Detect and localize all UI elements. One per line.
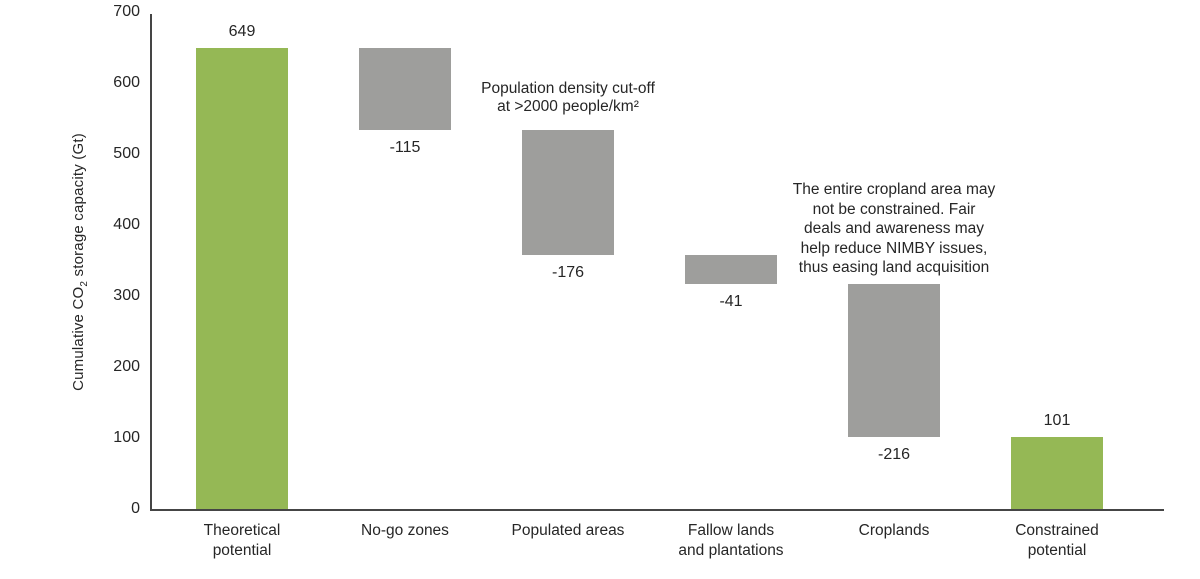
bar-no-go-zones xyxy=(359,48,451,130)
x-category-label-constrained-potential: Constrained potential xyxy=(969,521,1145,561)
annotation-line: at >2000 people/km² xyxy=(497,98,639,115)
x-category-label-line: Croplands xyxy=(858,522,930,539)
value-label-theoretical-potential: 649 xyxy=(228,23,256,41)
x-category-label-populated-areas: Populated areas xyxy=(480,521,656,541)
value-label-populated-areas: -176 xyxy=(551,263,585,281)
value-label-croplands: -216 xyxy=(877,446,911,464)
x-category-label-line: and plantations xyxy=(678,542,784,559)
y-tick-label-400: 400 xyxy=(113,216,140,233)
bar-constrained-potential xyxy=(1011,437,1103,509)
value-label-constrained-potential: 101 xyxy=(1043,412,1071,430)
bar-populated-areas xyxy=(522,129,614,255)
x-category-label-line: No-go zones xyxy=(361,522,449,539)
y-axis-title: Cumulative CO2 storage capacity (Gt) xyxy=(70,133,90,391)
annotation-line: The entire cropland area may xyxy=(792,181,996,198)
x-category-label-line: Theoretical xyxy=(203,522,281,539)
x-category-label-line: potential xyxy=(1027,542,1087,559)
x-category-label-fallow-lands-and-plantations: Fallow lands and plantations xyxy=(643,521,819,561)
x-axis-line xyxy=(150,509,1164,511)
y-tick-label-700: 700 xyxy=(113,3,140,20)
bar-fallow-lands-and-plantations xyxy=(685,254,777,284)
annotation-line: thus easing land acquisition xyxy=(798,259,990,276)
value-label-no-go-zones: -115 xyxy=(389,138,421,156)
annotation-line: deals and awareness may xyxy=(803,220,985,237)
x-category-label-line: Fallow lands xyxy=(687,522,775,539)
x-category-label-line: Populated areas xyxy=(511,522,625,539)
y-tick-label-300: 300 xyxy=(113,287,140,304)
x-category-label-line: Constrained xyxy=(1015,522,1099,539)
x-category-label-croplands: Croplands xyxy=(806,521,982,541)
annotation-line: help reduce NIMBY issues, xyxy=(800,239,988,257)
bar-croplands xyxy=(848,283,940,438)
y-tick-label-200: 200 xyxy=(113,358,140,375)
y-tick-label-500: 500 xyxy=(113,145,140,162)
y-tick-label-600: 600 xyxy=(113,74,140,91)
annotation-line: Population density cut-off xyxy=(481,80,655,97)
chart-annotation-1: Population density cut-off at >2000 peopl… xyxy=(438,80,698,116)
chart-annotation-2: The entire cropland area may not be const… xyxy=(754,180,1034,278)
y-axis-line xyxy=(150,14,152,511)
annotation-line: not be constrained. Fair xyxy=(812,200,976,218)
y-axis-title-subscript: 2 xyxy=(79,280,90,287)
x-category-label-line: potential xyxy=(212,542,272,559)
y-tick-label-100: 100 xyxy=(113,429,140,446)
value-label-fallow-lands-and-plantations: -41 xyxy=(719,292,743,310)
x-category-label-no-go-zones: No-go zones xyxy=(317,521,493,541)
x-category-label-theoretical-potential: Theoretical potential xyxy=(154,521,330,561)
bar-theoretical-potential xyxy=(196,48,288,509)
y-tick-label-0: 0 xyxy=(131,500,140,517)
